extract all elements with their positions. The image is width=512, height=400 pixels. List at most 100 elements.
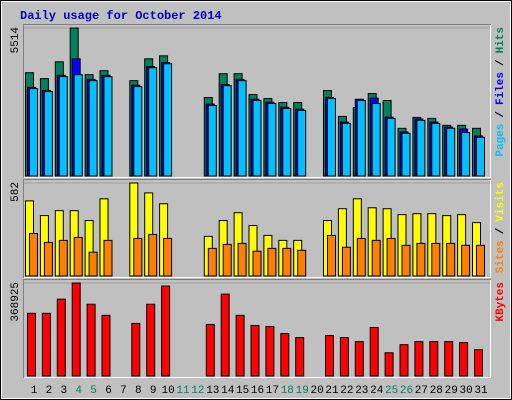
- bar: [356, 237, 366, 277]
- bar: [267, 247, 277, 277]
- y-tick-label: 582: [10, 182, 22, 202]
- bar: [399, 344, 409, 377]
- bar: [297, 249, 307, 277]
- bar: [27, 312, 36, 377]
- bar: [386, 237, 396, 277]
- bar: [325, 335, 334, 377]
- x-tick-label: 12: [191, 385, 204, 397]
- x-tick-label: 16: [251, 385, 264, 397]
- bar: [369, 326, 379, 377]
- bar: [131, 322, 141, 377]
- x-tick-label: 1: [31, 385, 38, 397]
- bar: [476, 244, 485, 277]
- bar: [43, 91, 53, 177]
- bar: [327, 98, 336, 177]
- bar: [341, 122, 351, 177]
- bar: [371, 103, 381, 177]
- bar: [222, 85, 232, 177]
- bar: [237, 242, 247, 277]
- bar: [459, 342, 469, 377]
- bar: [416, 242, 426, 277]
- x-tick-label: 28: [430, 385, 443, 397]
- x-tick-label: 15: [236, 385, 249, 397]
- x-tick-label: 22: [340, 385, 353, 397]
- legend-entry: Visits: [495, 182, 507, 222]
- bar: [295, 337, 305, 377]
- x-tick-label: 20: [310, 385, 323, 397]
- bar: [461, 244, 471, 277]
- bar: [205, 323, 215, 377]
- bar: [58, 76, 68, 177]
- legend-entry: Pages: [495, 124, 507, 157]
- bar: [354, 341, 364, 377]
- bar: [163, 237, 173, 277]
- bar: [86, 303, 96, 377]
- bar: [41, 312, 51, 377]
- bar: [431, 122, 441, 177]
- legend: Pages / Files / Hits: [495, 27, 507, 157]
- bar: [133, 237, 143, 277]
- x-tick-label: 30: [459, 385, 472, 397]
- bar: [446, 242, 456, 277]
- x-tick-label: 4: [75, 385, 82, 397]
- bar: [222, 243, 232, 277]
- x-tick-label: 2: [46, 385, 53, 397]
- bar: [146, 303, 156, 377]
- x-tick-label: 31: [474, 385, 488, 397]
- chart-title: Daily usage for October 2014: [20, 9, 222, 23]
- x-tick-label: 6: [105, 385, 112, 397]
- bar: [444, 341, 454, 377]
- x-tick-label: 7: [120, 385, 127, 397]
- bar: [414, 341, 424, 377]
- bar: [252, 250, 262, 277]
- bar: [43, 241, 53, 277]
- bar: [148, 233, 158, 277]
- bar: [71, 282, 81, 377]
- x-tick-label: 21: [325, 385, 339, 397]
- x-tick-label: 27: [415, 385, 428, 397]
- bar: [429, 341, 439, 377]
- legend-entry: Sites: [495, 240, 507, 273]
- bar: [476, 136, 485, 177]
- bar: [252, 100, 262, 177]
- legend-separator: /: [495, 59, 507, 66]
- legend-separator: /: [495, 111, 507, 118]
- bar: [58, 239, 68, 277]
- bar: [163, 63, 173, 177]
- bar: [133, 86, 143, 177]
- bar: [339, 337, 349, 377]
- bar: [401, 244, 411, 277]
- x-tick-label: 3: [60, 385, 67, 397]
- bar: [416, 119, 426, 177]
- bar: [327, 234, 336, 277]
- x-tick-label: 19: [296, 385, 309, 397]
- x-tick-label: 9: [150, 385, 157, 397]
- bar: [103, 239, 113, 277]
- legend: Sites / Visits: [495, 182, 507, 273]
- x-tick-label: 8: [135, 385, 142, 397]
- x-tick-label: 26: [400, 385, 413, 397]
- bar: [235, 314, 245, 377]
- bar: [220, 293, 230, 377]
- bar: [101, 314, 111, 377]
- legend-entry: KBytes: [495, 282, 507, 322]
- bar: [401, 132, 411, 177]
- bar: [103, 76, 113, 177]
- legend-entry: Files: [495, 72, 507, 105]
- x-tick-label: 17: [266, 385, 279, 397]
- bar: [282, 247, 292, 277]
- bar: [384, 352, 394, 377]
- bar: [267, 103, 277, 177]
- bar: [431, 242, 441, 277]
- bar: [297, 109, 307, 177]
- bar: [88, 80, 98, 177]
- x-tick-label: 24: [370, 385, 384, 397]
- x-tick-label: 23: [355, 385, 368, 397]
- bar: [29, 88, 38, 177]
- x-tick-label: 25: [385, 385, 398, 397]
- x-tick-label: 5: [90, 385, 97, 397]
- bar: [207, 104, 217, 177]
- legend: KBytes: [495, 282, 507, 322]
